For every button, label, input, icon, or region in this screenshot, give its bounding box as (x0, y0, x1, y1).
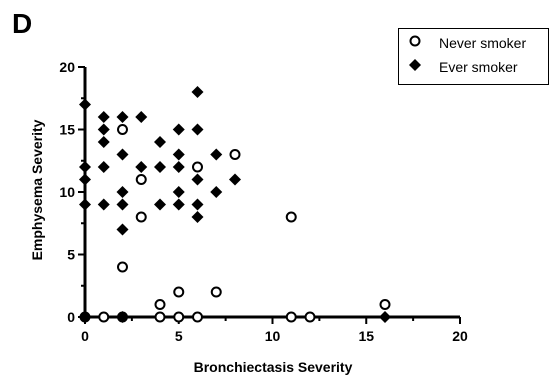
y-tick-label: 10 (59, 184, 75, 200)
y-tick-label: 5 (67, 247, 75, 263)
ever-smoker-point (191, 211, 204, 223)
series-0 (79, 124, 391, 323)
ever-smoker-point (79, 98, 91, 111)
legend-label-never-smoker: Never smoker (439, 35, 527, 51)
ever-smoker-point (116, 223, 129, 236)
ever-smoker-point (116, 148, 129, 161)
panel-label: D (12, 8, 33, 39)
never-smoker-point (98, 311, 110, 323)
filled-diamond-marker-icon (409, 59, 421, 71)
never-smoker-point (173, 311, 185, 323)
ever-smoker-point (154, 198, 166, 211)
ever-smoker-point (379, 311, 391, 323)
ever-smoker-point (172, 148, 185, 161)
never-smoker-point (304, 311, 316, 323)
open-circle-marker-icon (409, 35, 421, 47)
ever-smoker-point (172, 161, 185, 173)
ever-smoker-point (135, 161, 148, 173)
x-axis-label: Bronchiectasis Severity (194, 359, 353, 375)
ever-smoker-point (116, 198, 129, 211)
x-tick-label: 10 (265, 328, 281, 344)
ever-smoker-point (97, 198, 110, 211)
never-smoker-point (210, 286, 222, 298)
x-tick-label: 20 (452, 328, 468, 344)
never-smoker-point (117, 261, 128, 273)
y-tick-label: 15 (59, 122, 75, 138)
ever-smoker-point (210, 148, 223, 161)
never-smoker-point (173, 286, 185, 298)
ever-smoker-point (79, 173, 91, 186)
y-axis-label: Emphysema Severity (29, 119, 45, 260)
ever-smoker-point (97, 161, 110, 173)
never-smoker-point (192, 161, 203, 173)
never-smoker-point (285, 311, 297, 323)
ever-smoker-point (97, 123, 110, 136)
ever-smoker-point (172, 123, 185, 136)
x-tick-label: 0 (81, 328, 89, 344)
never-smoker-point (135, 174, 147, 185)
data-points (79, 86, 391, 323)
ever-smoker-point (116, 111, 129, 123)
axes: 0 5 10 15 20 0 5 10 15 20 (59, 59, 468, 344)
never-smoker-point (192, 311, 203, 323)
ever-smoker-point (79, 311, 91, 323)
ever-smoker-point (172, 186, 185, 198)
never-smoker-point (154, 311, 166, 323)
y-tick-label: 20 (59, 59, 75, 75)
ever-smoker-point (116, 311, 129, 323)
ever-smoker-point (191, 86, 204, 98)
ever-smoker-point (135, 111, 148, 123)
ever-smoker-point (191, 173, 204, 186)
never-smoker-point (229, 149, 241, 160)
ever-smoker-point (229, 173, 241, 186)
never-smoker-point (154, 299, 166, 310)
legend-label-ever-smoker: Ever smoker (439, 59, 518, 75)
never-smoker-point (285, 211, 297, 223)
series-1 (79, 86, 391, 323)
ever-smoker-point (97, 136, 110, 148)
ever-smoker-point (210, 186, 223, 198)
y-tick-label: 0 (67, 309, 75, 325)
ever-smoker-point (97, 111, 110, 123)
legend: Never smoker Ever smoker (398, 28, 549, 85)
never-smoker-point (379, 299, 391, 310)
never-smoker-point (117, 124, 128, 135)
ever-smoker-point (116, 186, 129, 198)
never-smoker-point (135, 211, 147, 223)
ever-smoker-point (191, 123, 204, 136)
ever-smoker-point (154, 136, 166, 148)
ever-smoker-point (79, 161, 91, 173)
ever-smoker-point (79, 198, 91, 211)
x-tick-label: 15 (358, 328, 374, 344)
x-tick-label: 5 (175, 328, 183, 344)
ever-smoker-point (154, 161, 166, 173)
ever-smoker-point (191, 198, 204, 211)
ever-smoker-point (172, 198, 185, 211)
